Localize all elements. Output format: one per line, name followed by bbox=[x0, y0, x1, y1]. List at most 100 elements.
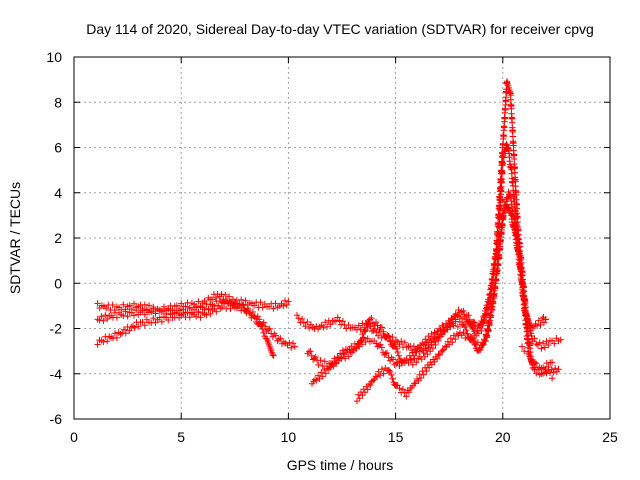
data-point bbox=[548, 375, 556, 382]
series-track-3 bbox=[94, 300, 277, 359]
data-point bbox=[399, 386, 407, 393]
data-point bbox=[425, 364, 433, 371]
data-point bbox=[339, 318, 347, 325]
data-point bbox=[109, 301, 116, 309]
data-point bbox=[272, 300, 279, 307]
data-point bbox=[336, 317, 343, 324]
data-point bbox=[521, 347, 528, 355]
data-point bbox=[420, 371, 427, 378]
data-point bbox=[507, 210, 514, 217]
y-tick-label: 4 bbox=[54, 185, 62, 201]
data-point bbox=[420, 341, 427, 348]
data-point bbox=[533, 322, 541, 329]
data-point bbox=[332, 318, 340, 325]
data-point bbox=[460, 307, 467, 315]
data-point bbox=[383, 349, 391, 357]
data-point bbox=[328, 361, 336, 369]
data-point bbox=[531, 335, 538, 342]
data-point bbox=[321, 358, 328, 365]
data-point bbox=[495, 252, 503, 260]
data-point bbox=[327, 321, 334, 328]
data-point bbox=[528, 358, 535, 365]
data-point bbox=[307, 348, 314, 355]
data-point bbox=[218, 291, 225, 298]
data-point bbox=[321, 366, 328, 374]
data-point bbox=[120, 301, 127, 308]
data-point bbox=[98, 313, 105, 320]
data-point bbox=[401, 339, 409, 346]
data-point bbox=[499, 214, 506, 221]
data-point bbox=[322, 370, 329, 377]
data-point bbox=[130, 300, 138, 307]
data-point bbox=[340, 350, 348, 357]
data-point bbox=[501, 115, 508, 122]
data-point bbox=[538, 345, 545, 352]
data-point bbox=[518, 343, 526, 350]
data-point bbox=[245, 306, 252, 314]
data-point bbox=[102, 311, 109, 319]
data-point bbox=[124, 313, 131, 320]
data-point bbox=[436, 351, 443, 359]
data-point bbox=[403, 355, 410, 363]
data-point bbox=[545, 341, 552, 349]
data-point bbox=[355, 322, 362, 329]
data-point bbox=[130, 312, 138, 319]
data-point bbox=[266, 325, 273, 332]
data-point bbox=[315, 361, 322, 369]
data-point bbox=[270, 352, 277, 359]
data-point bbox=[492, 277, 500, 284]
data-point bbox=[425, 344, 432, 351]
data-point bbox=[361, 328, 369, 335]
data-point bbox=[358, 341, 366, 348]
data-point bbox=[283, 301, 290, 309]
data-point bbox=[126, 327, 133, 334]
data-point bbox=[384, 332, 391, 339]
data-point bbox=[429, 345, 437, 352]
data-point bbox=[113, 314, 121, 321]
data-point bbox=[495, 262, 502, 269]
data-point bbox=[420, 349, 427, 357]
data-point bbox=[395, 352, 402, 359]
data-point bbox=[339, 347, 346, 354]
data-point bbox=[203, 311, 210, 319]
data-point bbox=[133, 307, 140, 314]
data-point bbox=[248, 314, 255, 322]
data-point bbox=[551, 340, 558, 347]
data-point bbox=[375, 368, 382, 375]
data-point bbox=[319, 373, 326, 380]
data-point bbox=[225, 300, 232, 307]
data-point bbox=[126, 302, 133, 309]
data-point bbox=[500, 210, 507, 217]
data-point bbox=[393, 345, 400, 352]
y-tick-label: 8 bbox=[54, 94, 62, 110]
data-point bbox=[433, 355, 441, 362]
data-point bbox=[470, 337, 478, 345]
data-point bbox=[529, 324, 536, 332]
data-point bbox=[423, 367, 430, 375]
data-point bbox=[480, 314, 488, 322]
data-point bbox=[193, 313, 200, 320]
data-point bbox=[496, 243, 504, 250]
data-point bbox=[242, 297, 249, 304]
data-point bbox=[396, 385, 403, 392]
data-point bbox=[364, 386, 371, 393]
data-point bbox=[323, 323, 331, 330]
data-point bbox=[439, 347, 446, 354]
data-point bbox=[551, 365, 559, 372]
data-point bbox=[195, 309, 202, 316]
data-point bbox=[225, 293, 233, 300]
data-point bbox=[186, 314, 193, 321]
data-point bbox=[314, 372, 322, 379]
data-point bbox=[291, 343, 298, 350]
data-point bbox=[100, 338, 107, 346]
data-point bbox=[385, 332, 392, 340]
data-point bbox=[353, 344, 360, 351]
y-tick-label: 2 bbox=[54, 230, 62, 246]
data-point bbox=[272, 332, 279, 339]
data-point bbox=[257, 299, 264, 306]
data-point bbox=[422, 345, 429, 352]
data-point bbox=[312, 353, 319, 361]
data-point bbox=[141, 311, 148, 318]
data-point bbox=[313, 377, 320, 384]
data-point bbox=[322, 319, 329, 326]
